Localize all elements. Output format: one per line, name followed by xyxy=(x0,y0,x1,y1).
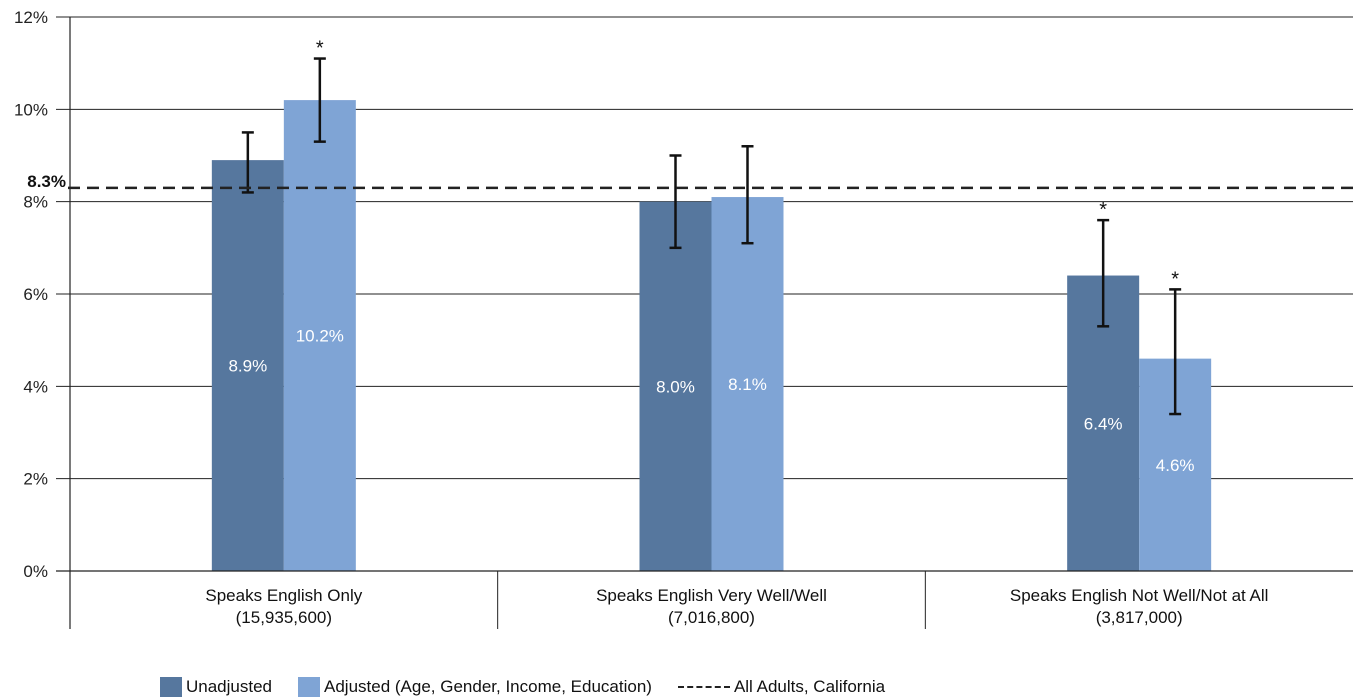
legend-swatch-unadjusted xyxy=(160,677,182,697)
y-tick-label: 8% xyxy=(23,193,48,212)
chart: 0% 2% 4% 6% 8% 10% 12% 8.9% 8.0% 6.4% 10.2% 8.1% 4.… xyxy=(14,8,1353,629)
y-tick-label: 0% xyxy=(23,562,48,581)
bar-value-label: 8.0% xyxy=(656,377,695,396)
bar-value-label: 10.2% xyxy=(296,327,344,346)
category-label: Speaks English Only xyxy=(205,586,362,605)
legend-item-unadjusted: Unadjusted xyxy=(160,677,272,697)
category-label: Speaks English Very Well/Well xyxy=(596,586,827,605)
category-label: Speaks English Not Well/Not at All xyxy=(1010,586,1269,605)
legend-dash-line xyxy=(677,686,730,688)
bar-value-label: 6.4% xyxy=(1084,414,1123,433)
bar-value-label: 8.9% xyxy=(228,357,267,376)
error-bars: * * * xyxy=(241,38,1182,416)
bar-value-label: 8.1% xyxy=(728,375,767,394)
y-axis-ticks: 0% 2% 4% 6% 8% 10% 12% xyxy=(14,8,48,581)
legend-item-reference: All Adults, California xyxy=(677,677,886,697)
y-tick-label: 6% xyxy=(23,285,48,304)
legend-item-adjusted: Adjusted (Age, Gender, Income, Education… xyxy=(298,677,652,697)
reference-line-label: 8.3% xyxy=(27,172,66,191)
y-tick-label: 12% xyxy=(14,8,48,27)
bar-adjusted xyxy=(711,197,784,572)
y-tick-label: 2% xyxy=(23,470,48,489)
y-tick-label: 10% xyxy=(14,100,48,119)
significance-marker: * xyxy=(316,38,324,60)
legend-label-adjusted: Adjusted (Age, Gender, Income, Education… xyxy=(324,677,652,696)
bar-value-label: 4.6% xyxy=(1156,456,1195,475)
bar-unadjusted xyxy=(211,160,284,571)
significance-marker: * xyxy=(1099,199,1107,221)
legend-label-unadjusted: Unadjusted xyxy=(186,677,273,696)
legend-swatch-adjusted xyxy=(298,677,321,697)
bars: 8.9% 8.0% 6.4% 10.2% 8.1% 4.6% xyxy=(211,100,1212,572)
reference-line-group: 8.3% xyxy=(27,172,1353,191)
axes xyxy=(56,17,1353,629)
legend-label-reference: All Adults, California xyxy=(733,677,886,696)
legend: Unadjusted Adjusted (Age, Gender, Income… xyxy=(160,676,911,698)
category-labels: Speaks English Only (15,935,600) Speaks En… xyxy=(205,586,1268,627)
bar-unadjusted xyxy=(639,201,712,571)
category-count-label: (3,817,000) xyxy=(1096,608,1183,627)
significance-marker: * xyxy=(1171,268,1179,290)
category-count-label: (15,935,600) xyxy=(236,608,332,627)
category-count-label: (7,016,800) xyxy=(668,608,755,627)
y-tick-label: 4% xyxy=(23,377,48,396)
bar-adjusted xyxy=(283,100,356,571)
